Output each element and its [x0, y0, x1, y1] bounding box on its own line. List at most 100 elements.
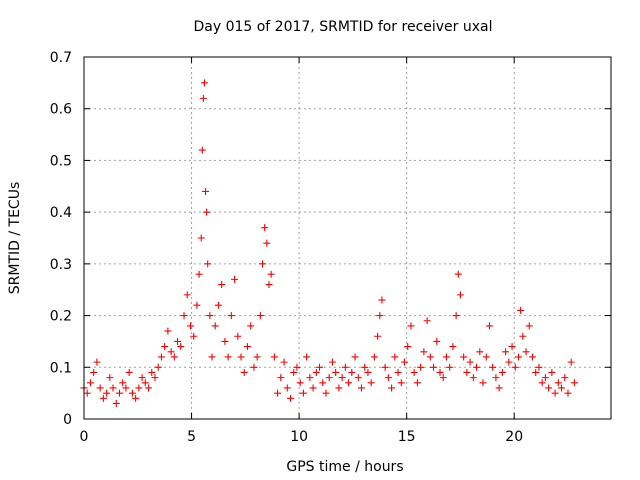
data-point — [277, 374, 285, 382]
data-point — [186, 322, 194, 330]
data-point — [218, 281, 226, 289]
data-point — [476, 348, 484, 356]
data-point — [132, 394, 140, 402]
data-point — [370, 353, 378, 361]
data-point — [259, 260, 267, 268]
data-point — [532, 368, 540, 376]
data-point — [460, 353, 468, 361]
data-point — [164, 327, 172, 335]
data-point — [482, 353, 490, 361]
data-point — [237, 353, 245, 361]
data-point — [332, 368, 340, 376]
data-point — [410, 368, 418, 376]
data-point — [567, 358, 575, 366]
data-point — [122, 384, 130, 392]
data-point — [485, 322, 493, 330]
data-point — [417, 363, 425, 371]
data-point — [231, 275, 239, 283]
data-point — [381, 363, 389, 371]
data-point — [348, 368, 356, 376]
data-point — [433, 337, 441, 345]
data-point — [202, 187, 210, 195]
data-point — [551, 389, 559, 397]
data-point — [407, 322, 415, 330]
grid — [84, 57, 611, 419]
data-point — [463, 368, 471, 376]
data-point — [170, 353, 178, 361]
data-point — [157, 353, 165, 361]
data-point — [93, 358, 101, 366]
data-point — [119, 379, 127, 387]
data-point — [141, 379, 149, 387]
data-point — [99, 394, 107, 402]
data-point — [193, 301, 201, 309]
data-point — [564, 389, 572, 397]
data-point — [128, 389, 136, 397]
data-point — [401, 358, 409, 366]
data-point — [446, 363, 454, 371]
data-point — [221, 337, 229, 345]
data-point — [83, 389, 91, 397]
data-point — [364, 368, 372, 376]
data-point — [528, 353, 536, 361]
data-point — [561, 374, 569, 382]
data-point — [253, 353, 261, 361]
data-point — [247, 322, 255, 330]
data-point — [154, 363, 162, 371]
data-point — [303, 353, 311, 361]
data-point — [328, 358, 336, 366]
data-point — [322, 389, 330, 397]
data-point — [522, 348, 530, 356]
data-point — [394, 368, 402, 376]
y-tick-label: 0.4 — [50, 205, 72, 221]
data-points — [80, 79, 578, 407]
y-tick-label: 0.3 — [50, 257, 72, 273]
data-point — [267, 270, 275, 278]
data-point — [312, 368, 320, 376]
data-point — [519, 332, 527, 340]
data-point — [511, 363, 519, 371]
data-point — [374, 332, 382, 340]
data-point — [306, 374, 314, 382]
data-point — [498, 368, 506, 376]
data-point — [473, 363, 481, 371]
data-point — [263, 239, 271, 247]
data-point — [296, 379, 304, 387]
data-point — [167, 348, 175, 356]
data-point — [145, 384, 153, 392]
data-point — [397, 379, 405, 387]
data-point — [495, 384, 503, 392]
data-point — [290, 368, 298, 376]
data-point — [270, 353, 278, 361]
data-point — [391, 353, 399, 361]
data-point — [436, 368, 444, 376]
data-point — [203, 208, 211, 216]
data-point — [388, 384, 396, 392]
x-tick-label: 5 — [187, 429, 196, 445]
x-tick-label: 20 — [505, 429, 523, 445]
data-point — [174, 337, 182, 345]
data-point — [204, 260, 212, 268]
data-point — [86, 379, 94, 387]
data-point — [90, 368, 98, 376]
data-point — [183, 291, 191, 299]
data-point — [293, 363, 301, 371]
data-point — [469, 374, 477, 382]
y-tick-label: 0.6 — [50, 102, 72, 118]
y-tick-label: 0.1 — [50, 360, 72, 376]
data-point — [341, 363, 349, 371]
data-point — [148, 368, 156, 376]
data-point — [299, 389, 307, 397]
y-tick-label: 0.2 — [50, 309, 72, 325]
data-point — [420, 348, 428, 356]
data-point — [335, 384, 343, 392]
data-point — [103, 389, 111, 397]
data-point — [454, 270, 462, 278]
x-tick-label: 0 — [80, 429, 89, 445]
data-point — [345, 379, 353, 387]
data-point — [195, 270, 203, 278]
data-point — [280, 358, 288, 366]
x-axis-label: GPS time / hours — [286, 459, 403, 475]
data-point — [234, 332, 242, 340]
